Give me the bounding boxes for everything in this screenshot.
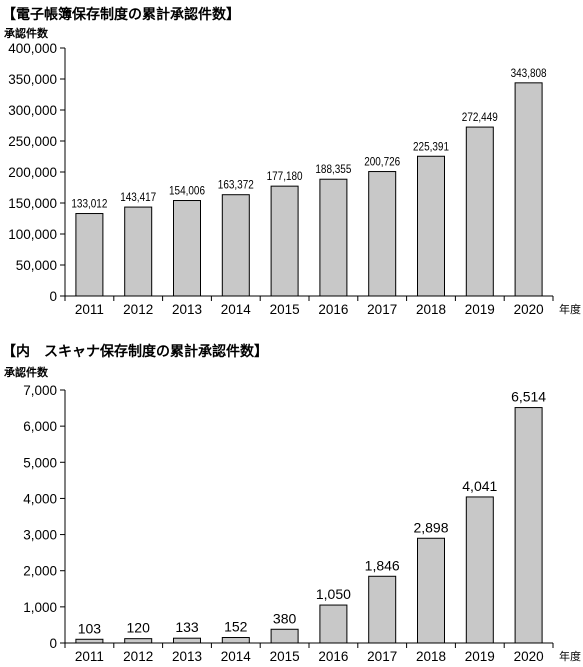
bar-value-label: 133,012 [71, 197, 107, 211]
bar [417, 155, 445, 297]
bar [173, 200, 201, 297]
y-tick-label: 6,000 [23, 419, 57, 434]
bar [75, 213, 104, 297]
y-axis-unit-label: 承認件数 [4, 366, 48, 379]
bar-value-label: 152 [224, 619, 248, 635]
bar-value-label: 143,417 [120, 190, 156, 204]
bar-value-label: 343,808 [511, 66, 547, 80]
bar-value-label: 380 [273, 610, 297, 626]
y-tick-label: 3,000 [23, 528, 57, 543]
y-tick-label: 200,000 [8, 165, 57, 180]
bar [465, 496, 494, 644]
bar-value-label: 1,846 [365, 557, 400, 573]
bar [514, 407, 543, 644]
bar-value-label: 177,180 [267, 169, 303, 183]
bar-value-label: 188,355 [315, 162, 351, 176]
bar [124, 638, 153, 644]
x-tick-label: 2018 [416, 649, 446, 664]
x-tick-label: 2013 [172, 649, 202, 664]
y-tick-label: 150,000 [8, 196, 57, 211]
bar [514, 82, 543, 297]
bar-value-label: 2,898 [413, 519, 448, 535]
y-tick-label: 7,000 [23, 383, 57, 398]
chart-scanner-storage: 【内 スキャナ保存制度の累計承認件数】 承認件数 0 1,000 2,000 3,00… [0, 337, 583, 667]
y-axis-unit-label: 承認件数 [4, 27, 48, 40]
bar [221, 637, 250, 644]
y-tick-label: 300,000 [8, 103, 57, 118]
bar-value-label: 103 [78, 620, 102, 636]
x-tick-label: 2019 [465, 649, 495, 664]
x-axis-suffix-label: 年度 [559, 302, 581, 316]
x-tick-label: 2014 [221, 649, 252, 664]
y-tick-label: 4,000 [23, 491, 57, 506]
bar [270, 185, 299, 297]
chart-title: 【電子帳簿保存制度の累計承認件数】 [2, 7, 240, 23]
bar-chart-svg: 0 50,000 100,000 150,000 200,000 250,000 300,0… [8, 41, 581, 317]
y-tick-label: 400,000 [8, 41, 57, 56]
bar [124, 206, 153, 297]
x-tick-label: 2017 [367, 649, 397, 664]
x-tick-label: 2019 [465, 302, 495, 317]
x-tick-label: 2020 [514, 649, 544, 664]
x-tick-label: 2014 [221, 302, 252, 317]
chart-electronic-books: 【電子帳簿保存制度の累計承認件数】 承認件数 0 50,000 100,000 150… [0, 0, 583, 325]
y-tick-label: 100,000 [8, 227, 57, 242]
y-tick-label: 0 [49, 636, 57, 651]
x-tick-label: 2013 [172, 302, 202, 317]
bar-value-label: 163,372 [218, 178, 254, 192]
bar [75, 638, 104, 644]
bar-value-label: 154,006 [169, 184, 205, 198]
bar [319, 178, 348, 297]
x-tick-label: 2011 [75, 649, 104, 664]
y-tick-label: 2,000 [23, 564, 57, 579]
x-tick-label: 2012 [123, 649, 153, 664]
bar-value-label: 225,391 [413, 139, 449, 153]
bar [319, 604, 348, 644]
y-tick-label: 5,000 [23, 455, 57, 470]
y-tick-label: 250,000 [8, 134, 57, 149]
x-axis-suffix-label: 年度 [559, 649, 581, 663]
bar [465, 126, 494, 297]
y-tick-label: 350,000 [8, 72, 57, 87]
y-tick-label: 50,000 [16, 258, 57, 273]
x-tick-label: 2018 [416, 302, 446, 317]
x-tick-label: 2016 [318, 302, 348, 317]
bar-value-label: 200,726 [364, 155, 400, 169]
y-tick-label: 1,000 [23, 600, 57, 615]
x-tick-label: 2015 [270, 302, 300, 317]
bar [270, 628, 299, 644]
bar-chart-svg: 0 1,000 2,000 3,000 4,000 5,000 6,000 7,000 103 2… [23, 383, 581, 664]
x-tick-label: 2020 [514, 302, 544, 317]
y-tick-label: 0 [49, 289, 57, 304]
bar-value-label: 272,449 [462, 110, 498, 124]
bar [368, 575, 397, 644]
x-tick-label: 2016 [318, 649, 348, 664]
bar-value-label: 133 [175, 619, 199, 635]
bar-value-label: 6,514 [511, 389, 546, 405]
x-tick-label: 2012 [123, 302, 153, 317]
bar [368, 171, 397, 297]
bar-value-label: 120 [127, 620, 151, 636]
chart-title: 【内 スキャナ保存制度の累計承認件数】 [2, 344, 268, 360]
x-tick-label: 2017 [367, 302, 397, 317]
bar-value-label: 1,050 [316, 586, 351, 602]
bar-value-label: 4,041 [462, 478, 497, 494]
bar [173, 637, 201, 644]
bar [221, 194, 250, 297]
x-tick-label: 2011 [75, 302, 104, 317]
bar [417, 537, 445, 644]
x-tick-label: 2015 [270, 649, 300, 664]
